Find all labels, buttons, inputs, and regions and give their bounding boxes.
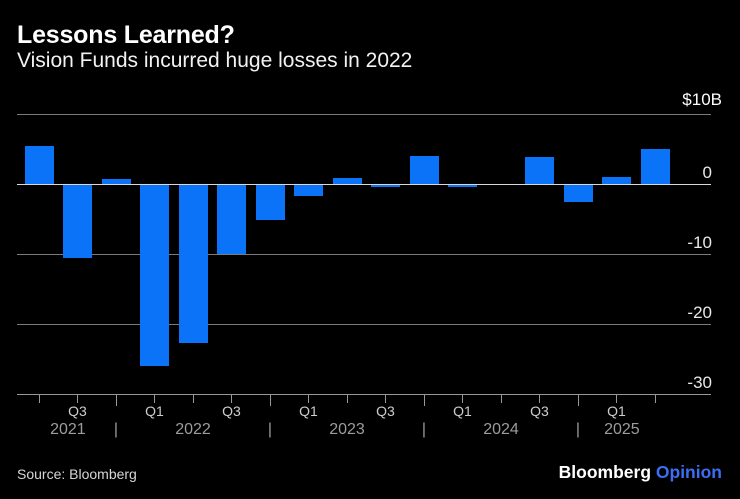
bar (101, 178, 131, 185)
bar (178, 184, 208, 343)
x-axis-quarter-label: Q3 (68, 403, 87, 419)
bar (640, 148, 670, 185)
x-axis-tick (308, 395, 309, 403)
x-axis-quarter-label: Q3 (222, 403, 241, 419)
x-axis-quarter-label: Q1 (299, 403, 318, 419)
x-axis-quarter-label: Q1 (453, 403, 472, 419)
x-axis-tick (539, 395, 540, 403)
bar (525, 156, 554, 185)
x-axis-tick (423, 395, 425, 406)
x-axis-year-label: 2022 (175, 421, 211, 438)
gridline (17, 114, 711, 115)
x-axis-tick (231, 395, 232, 403)
bar (217, 184, 246, 254)
x-axis-quarter-label: Q1 (145, 403, 164, 419)
x-axis-year-separator: | (113, 421, 119, 438)
bar (332, 177, 362, 185)
bar (63, 184, 92, 258)
x-axis-tick (500, 395, 502, 403)
zero-line (17, 184, 711, 185)
x-axis-baseline (17, 394, 711, 395)
bar (24, 146, 54, 185)
bar (563, 184, 593, 202)
source-attribution: Source: Bloomberg (17, 466, 137, 482)
x-axis-year-label: 2023 (329, 421, 365, 438)
y-axis-unit-label: $10B (682, 89, 722, 109)
x-axis-year-label: 2021 (50, 421, 86, 438)
bar (448, 184, 477, 188)
y-axis-tick-label: -20 (687, 302, 712, 322)
bar (371, 184, 400, 188)
x-axis-year-separator: | (575, 421, 581, 438)
x-axis-tick (77, 395, 78, 403)
x-axis-tick (654, 395, 656, 403)
gridline (17, 324, 711, 325)
bar (140, 184, 169, 366)
x-axis-quarter-label: Q3 (376, 403, 395, 419)
x-axis-year-separator: | (267, 421, 273, 438)
bar (255, 184, 285, 221)
x-axis-year-label: 2025 (604, 421, 640, 438)
x-axis-tick (38, 395, 40, 403)
chart-subtitle: Vision Funds incurred huge losses in 202… (17, 49, 413, 72)
x-axis-tick (115, 395, 117, 406)
x-axis-tick (269, 395, 271, 406)
x-axis-tick (385, 395, 386, 403)
logo-opinion-text: Opinion (655, 462, 722, 482)
x-axis-tick (154, 395, 155, 403)
y-axis-tick-label: -30 (687, 372, 712, 392)
logo-bloomberg-text: Bloomberg (558, 462, 652, 482)
y-axis-tick-label: 0 (702, 162, 712, 182)
x-axis-tick (462, 395, 463, 403)
x-axis-year-label: 2024 (483, 421, 519, 438)
x-axis-tick (192, 395, 194, 403)
bar (294, 184, 323, 196)
gridline (17, 254, 711, 255)
x-axis-quarter-label: Q3 (530, 403, 549, 419)
x-axis-tick (577, 395, 579, 406)
bar (602, 176, 631, 185)
chart-title: Lessons Learned? (17, 21, 235, 49)
bar (409, 155, 439, 185)
y-axis-tick-label: -10 (687, 232, 712, 252)
x-axis-year-separator: | (421, 421, 427, 438)
x-axis-quarter-label: Q1 (607, 403, 626, 419)
x-axis-tick (616, 395, 617, 403)
x-axis-tick (346, 395, 348, 403)
bloomberg-opinion-logo: Bloomberg Opinion (559, 462, 722, 482)
